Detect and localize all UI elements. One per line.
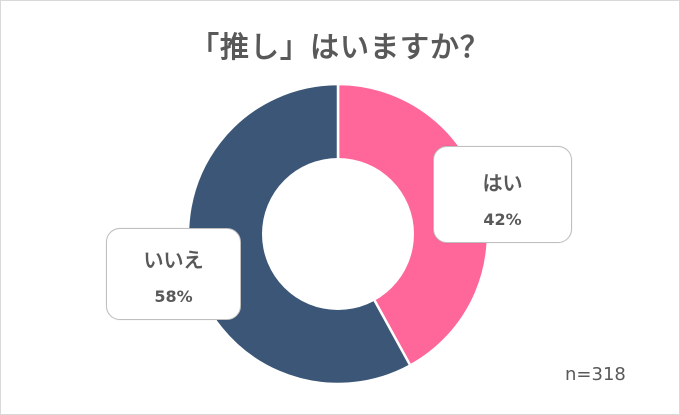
callout-no-percent: 58% (154, 287, 193, 306)
chart-title: 「推し」はいますか？ (189, 30, 490, 64)
callout-yes: はい 42% (433, 146, 572, 243)
callout-no: いいえ 58% (106, 228, 241, 320)
callout-no-label: いいえ (143, 248, 204, 272)
sample-size: n=318 (565, 364, 626, 385)
callout-yes-percent: 42% (483, 210, 522, 229)
callout-yes-label: はい (482, 171, 523, 195)
donut-hole (262, 158, 414, 310)
